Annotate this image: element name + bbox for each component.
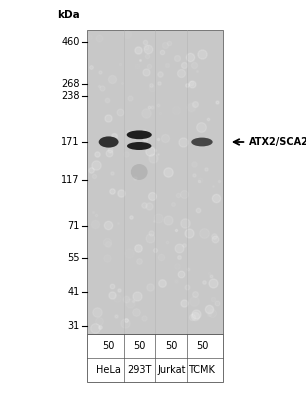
Text: 31: 31 [67, 321, 80, 331]
Text: ATX2/SCA2: ATX2/SCA2 [248, 137, 306, 147]
Text: 41: 41 [67, 287, 80, 297]
Ellipse shape [99, 136, 118, 148]
Ellipse shape [127, 130, 152, 139]
Text: 71: 71 [67, 221, 80, 231]
Text: kDa: kDa [57, 10, 80, 20]
Text: TCMK: TCMK [188, 365, 215, 375]
Text: 268: 268 [61, 79, 80, 89]
Text: HeLa: HeLa [96, 365, 121, 375]
Text: 238: 238 [61, 91, 80, 101]
Ellipse shape [191, 138, 213, 146]
Bar [87, 30, 223, 334]
Ellipse shape [127, 142, 151, 150]
Text: 171: 171 [61, 137, 80, 147]
Bar [87, 334, 223, 382]
Text: 55: 55 [67, 253, 80, 263]
Text: 460: 460 [61, 37, 80, 47]
Text: 293T: 293T [127, 365, 151, 375]
Text: 50: 50 [133, 341, 145, 351]
Text: Jurkat: Jurkat [157, 365, 186, 375]
Text: 50: 50 [103, 341, 115, 351]
Text: 117: 117 [61, 175, 80, 185]
Ellipse shape [131, 164, 148, 180]
Text: 50: 50 [196, 341, 208, 351]
Text: 50: 50 [165, 341, 177, 351]
